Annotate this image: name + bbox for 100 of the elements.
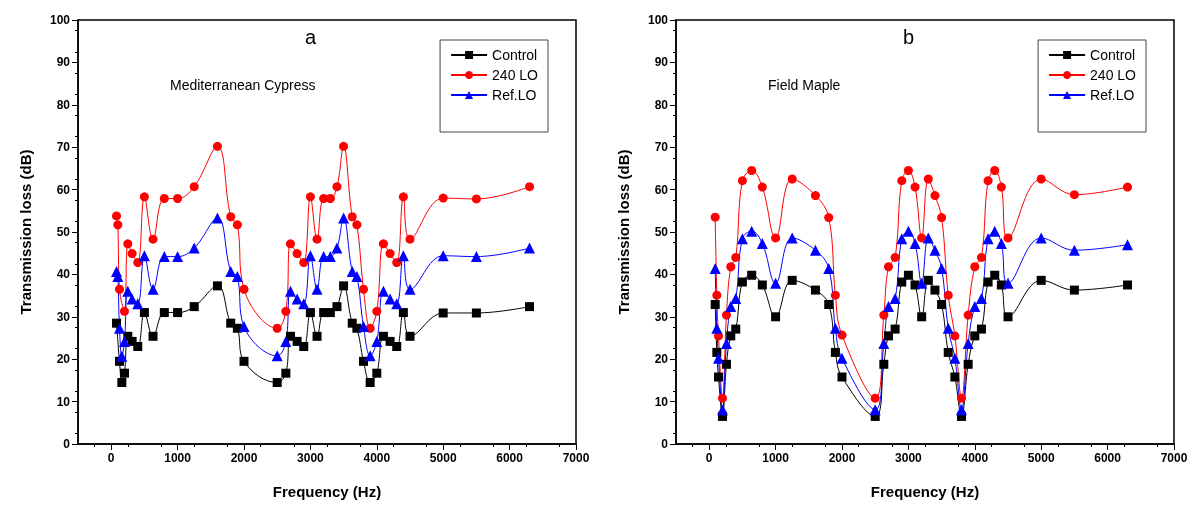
point: [942, 322, 954, 334]
point: [525, 302, 535, 312]
point: [113, 220, 123, 230]
point: [930, 285, 940, 295]
point: [339, 281, 349, 291]
point: [139, 192, 149, 202]
point: [709, 262, 721, 274]
point: [963, 310, 973, 320]
point: [359, 284, 369, 294]
point: [332, 182, 342, 192]
point: [1036, 275, 1046, 285]
point: [710, 300, 720, 309]
point: [823, 262, 835, 274]
x-tick-label: 0: [705, 451, 713, 465]
point: [746, 225, 758, 237]
y-tick-label: 90: [654, 55, 669, 70]
y-tick-label: 0: [661, 437, 669, 451]
point: [957, 393, 967, 403]
point: [364, 350, 376, 362]
point: [710, 212, 720, 222]
y-tick-label: 30: [654, 309, 669, 324]
point: [829, 322, 841, 334]
point: [173, 308, 183, 318]
y-tick-label: 40: [56, 267, 71, 282]
point: [172, 251, 184, 263]
text: Mediterranean Cypress: [170, 77, 316, 93]
x-tick-label: 1000: [762, 451, 790, 465]
point: [910, 182, 920, 192]
point: [281, 368, 291, 378]
point: [943, 290, 953, 300]
x-tick-label: 4000: [961, 451, 989, 465]
point: [312, 234, 322, 244]
point: [883, 331, 893, 341]
point: [371, 335, 383, 347]
point: [996, 182, 1006, 192]
point: [1002, 277, 1014, 289]
x-axis-title: Frequency (Hz): [870, 483, 980, 500]
point: [711, 322, 723, 334]
point: [1035, 232, 1047, 244]
point: [757, 182, 767, 192]
point: [712, 290, 722, 300]
chart-title: a: [305, 26, 317, 48]
point: [189, 302, 199, 312]
y-tick-label: 10: [56, 394, 71, 409]
y-axis-title: Transmission loss (dB): [615, 149, 632, 315]
point: [127, 249, 137, 259]
point: [976, 252, 986, 262]
point: [717, 393, 727, 403]
point: [870, 393, 880, 403]
point: [470, 251, 482, 263]
y-tick-label: 100: [49, 13, 71, 27]
point: [438, 308, 448, 318]
text: Field Maple: [768, 77, 841, 93]
point: [312, 331, 322, 341]
y-tick-label: 100: [647, 13, 669, 27]
point: [372, 306, 382, 316]
point: [298, 298, 310, 310]
point: [147, 283, 159, 295]
x-axis-title: Frequency (Hz): [272, 483, 382, 500]
point: [824, 300, 834, 309]
point: [771, 233, 781, 243]
y-tick-label: 40: [654, 267, 669, 282]
point: [731, 252, 741, 262]
x-tick-label: 2000: [828, 451, 856, 465]
x-tick-label: 4000: [363, 451, 391, 465]
point: [122, 285, 134, 297]
point: [810, 191, 820, 201]
x-tick-label: 0: [107, 451, 115, 465]
point: [1068, 244, 1080, 256]
point: [897, 277, 907, 287]
point: [1003, 233, 1013, 243]
point: [736, 233, 748, 245]
point: [280, 335, 292, 347]
legend-label: Ref.LO: [492, 87, 537, 103]
y-tick-label: 50: [56, 225, 71, 239]
point: [378, 239, 388, 249]
y-tick-label: 0: [63, 437, 71, 451]
point: [158, 251, 170, 263]
point: [937, 300, 947, 309]
point: [714, 372, 723, 382]
point: [897, 176, 907, 186]
point: [896, 233, 908, 245]
point: [226, 212, 236, 222]
point: [929, 244, 941, 256]
point: [879, 359, 889, 369]
point: [990, 270, 1000, 280]
point: [989, 225, 1001, 237]
point: [930, 191, 940, 201]
point: [285, 239, 295, 249]
point: [339, 141, 349, 151]
point: [133, 258, 143, 268]
point: [889, 293, 901, 305]
point: [950, 331, 960, 341]
point: [956, 404, 968, 416]
point: [377, 285, 389, 297]
point: [148, 234, 158, 244]
point: [830, 290, 840, 300]
point: [405, 331, 415, 341]
point: [917, 312, 927, 322]
point: [1123, 182, 1133, 192]
